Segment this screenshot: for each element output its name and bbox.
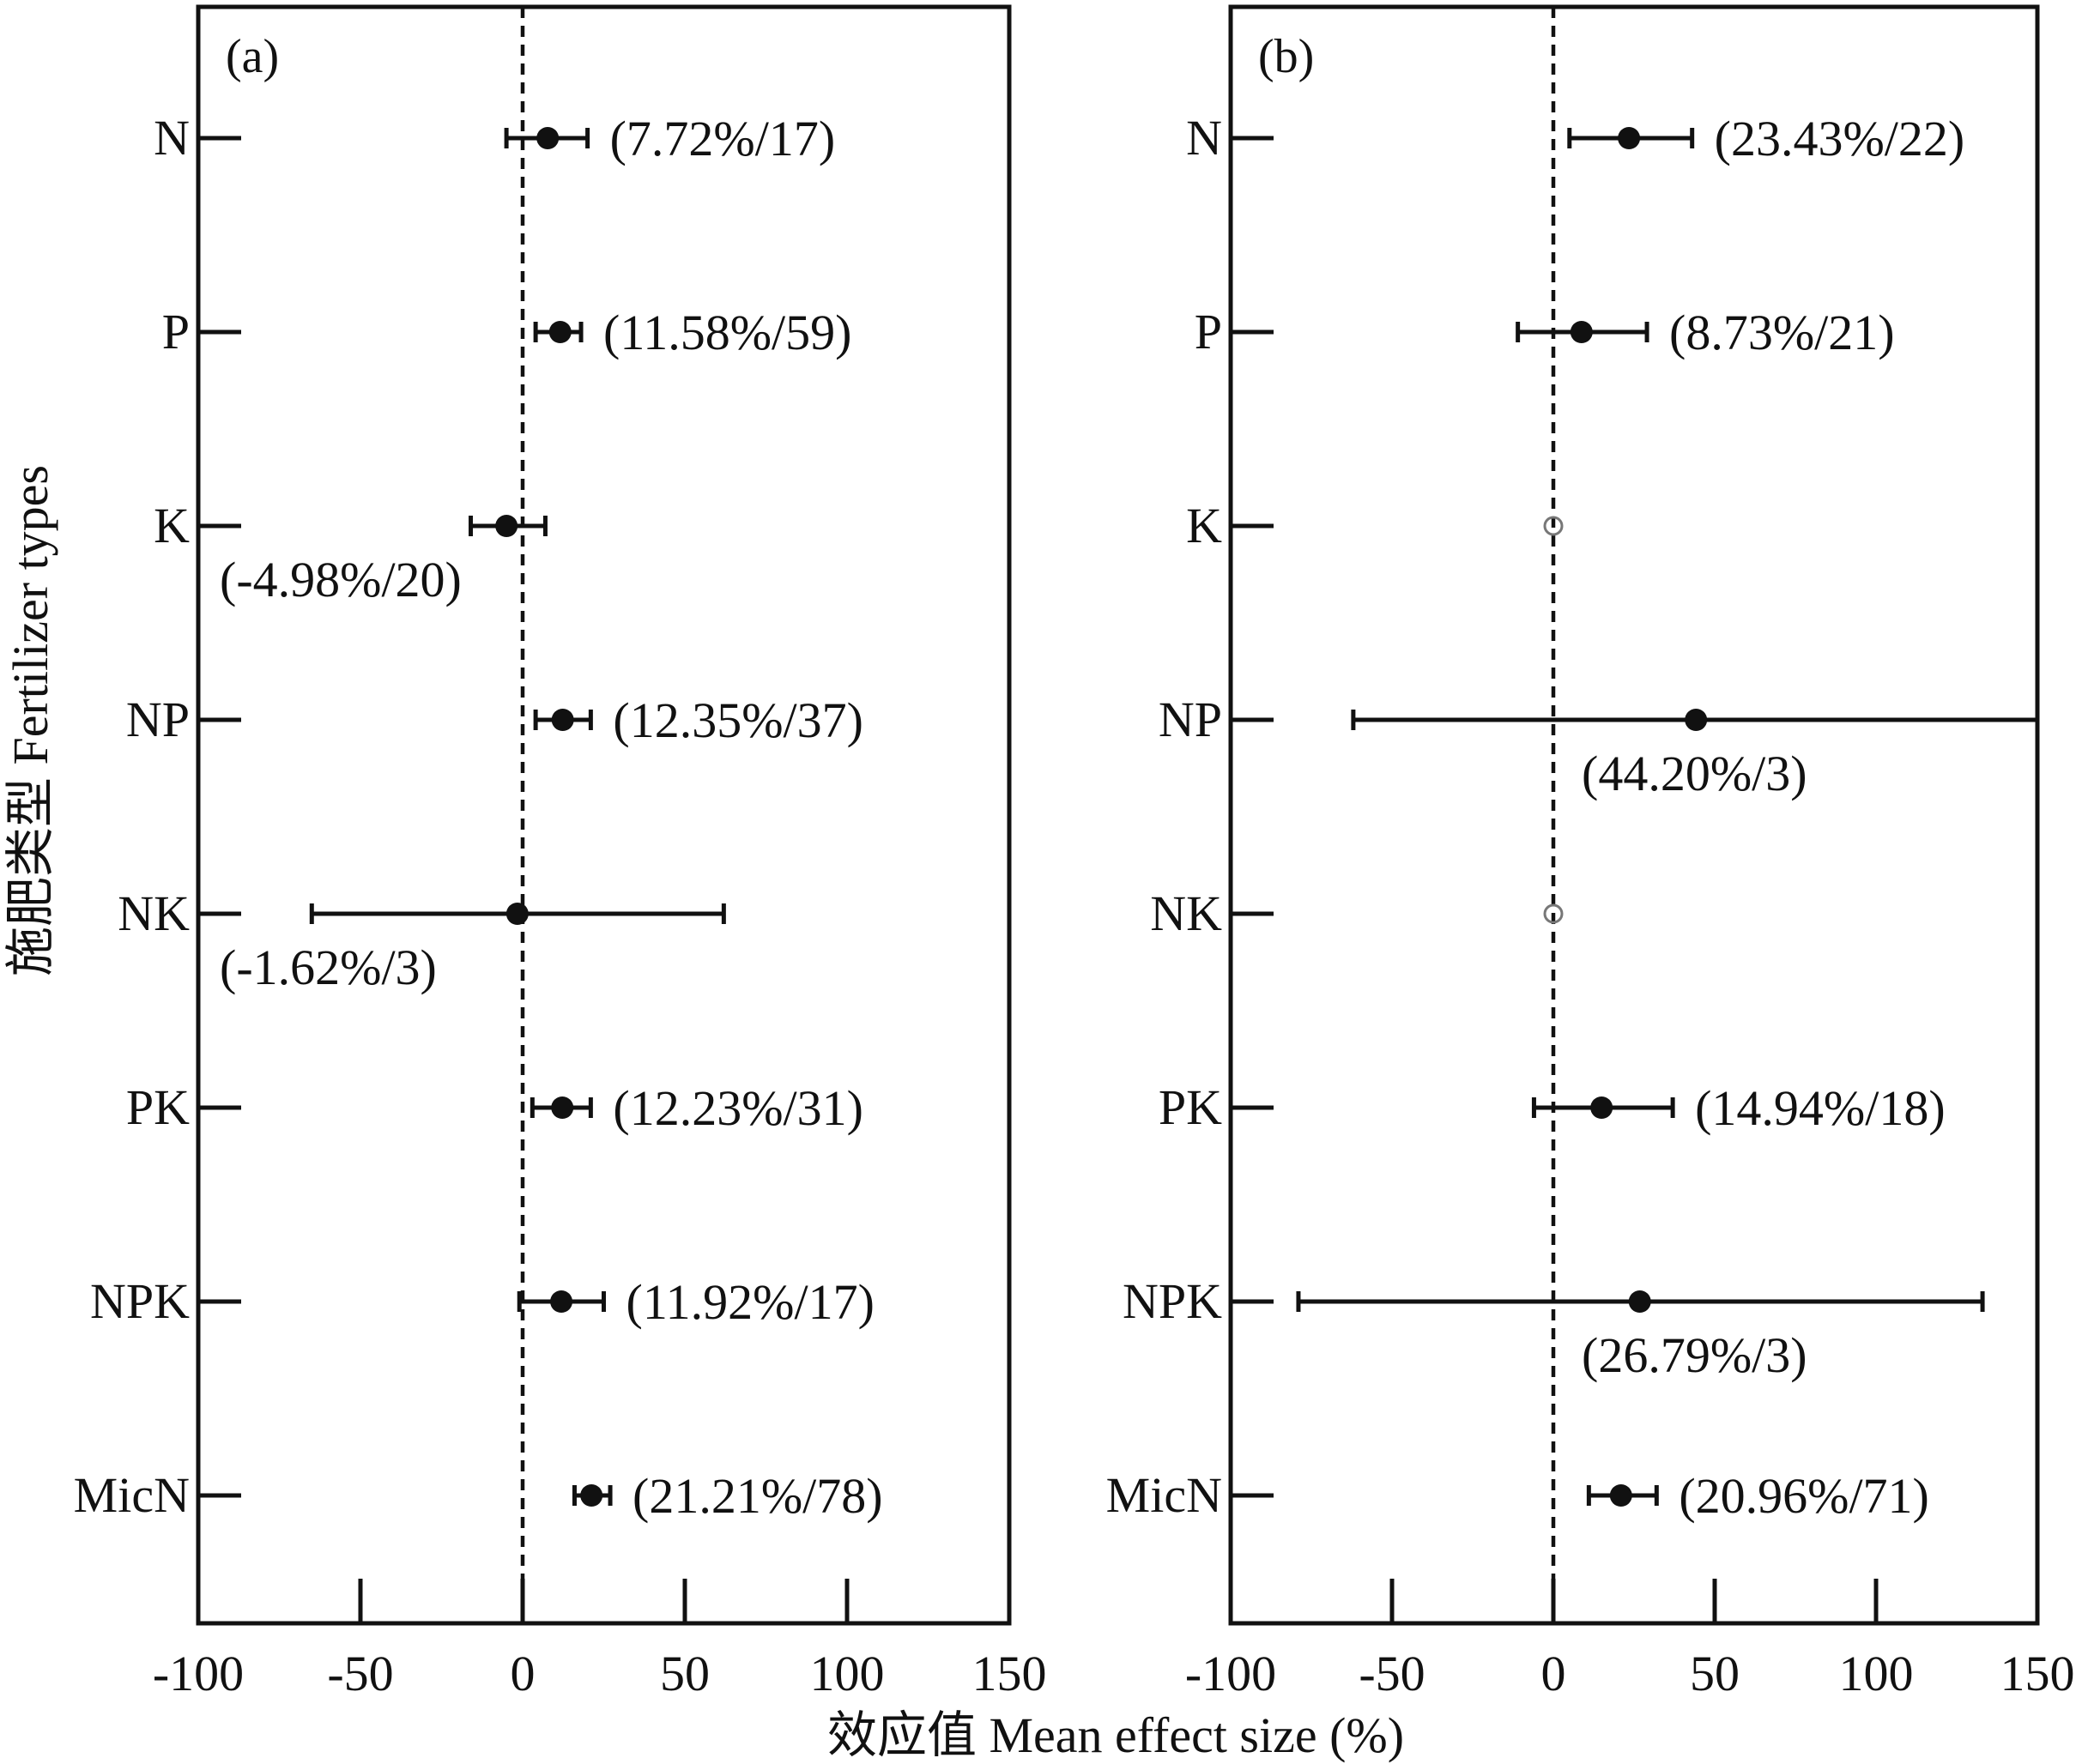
mean-point <box>550 1290 573 1313</box>
x-tick-label: 150 <box>972 1646 1047 1701</box>
mean-point <box>495 515 518 537</box>
missing-estimate-marker <box>1543 903 1564 924</box>
data-label: (23.43%/22) <box>1715 111 1965 166</box>
data-label: (44.20%/3) <box>1582 746 1807 801</box>
mean-point <box>580 1484 603 1507</box>
y-category-label: MicN <box>1106 1467 1222 1523</box>
plot-frame <box>1228 4 2040 1626</box>
y-category-label: NK <box>118 885 190 941</box>
x-tick-label: 0 <box>1541 1646 1566 1701</box>
data-label: (8.73%/21) <box>1669 305 1895 360</box>
mean-point <box>1570 321 1593 343</box>
panel-b: (b)-100 -50 0 50 100 150NPKNPNKPKNPKMicN(23.4… <box>1106 4 2075 1701</box>
x-tick-label: -100 <box>153 1646 244 1701</box>
y-category-label: K <box>154 498 190 553</box>
x-tick-label: 0 <box>511 1646 536 1701</box>
x-tick-label: -100 <box>1185 1646 1276 1701</box>
y-category-label: K <box>1186 498 1222 553</box>
y-category-label: P <box>162 304 190 359</box>
x-axis-label: 效应值 Mean effect size (%) <box>827 1707 1404 1763</box>
data-label: (7.72%/17) <box>610 111 836 166</box>
panel-label: (a) <box>226 30 279 83</box>
y-category-label: PK <box>126 1079 190 1135</box>
y-category-label: N <box>154 110 190 166</box>
data-label: (26.79%/3) <box>1582 1327 1807 1383</box>
x-tick-label: 150 <box>2000 1646 2075 1701</box>
mean-point <box>505 903 529 925</box>
mean-point <box>1685 709 1708 731</box>
data-label: (11.92%/17) <box>626 1274 875 1330</box>
mean-point <box>551 1096 574 1119</box>
data-label: (20.96%/71) <box>1679 1468 1929 1524</box>
mean-point <box>1609 1484 1632 1507</box>
y-category-label: MicN <box>74 1467 190 1523</box>
x-tick-label: -50 <box>327 1646 393 1701</box>
x-tick-label: 100 <box>810 1646 885 1701</box>
x-tick-label: 50 <box>1690 1646 1740 1701</box>
data-label: (12.23%/31) <box>613 1080 863 1136</box>
y-category-label: NPK <box>90 1273 190 1329</box>
y-axis-label: 施肥类型 Fertilizer types <box>3 465 58 976</box>
y-category-label: N <box>1186 110 1222 166</box>
mean-point <box>1590 1096 1613 1119</box>
panel-label: (b) <box>1258 30 1314 83</box>
mean-point <box>1618 127 1641 149</box>
y-category-label: P <box>1195 304 1222 359</box>
x-tick-label: 50 <box>660 1646 710 1701</box>
y-category-label: NP <box>126 692 190 747</box>
data-label: (11.58%/59) <box>603 305 851 360</box>
mean-point <box>536 127 560 149</box>
y-category-label: NPK <box>1123 1273 1222 1329</box>
mean-point <box>1628 1290 1651 1313</box>
mean-point <box>548 321 572 343</box>
x-tick-label: -50 <box>1359 1646 1425 1701</box>
missing-estimate-marker <box>1543 516 1564 536</box>
plot-frame <box>196 4 1012 1626</box>
data-label: (14.94%/18) <box>1695 1080 1946 1136</box>
y-category-label: NP <box>1159 692 1222 747</box>
data-label: (12.35%/37) <box>613 692 863 748</box>
data-label: (21.21%/78) <box>632 1468 883 1524</box>
data-label: (-4.98%/20) <box>220 552 462 607</box>
mean-point <box>551 709 574 731</box>
y-category-label: NK <box>1150 885 1222 941</box>
data-label: (-1.62%/3) <box>220 939 437 995</box>
x-tick-label: 100 <box>1839 1646 1914 1701</box>
y-category-label: PK <box>1159 1079 1222 1135</box>
panel-a: (a)-100 -50 0 50 100 150NPKNPNKPKNPKMicN(7.72… <box>74 4 1047 1701</box>
